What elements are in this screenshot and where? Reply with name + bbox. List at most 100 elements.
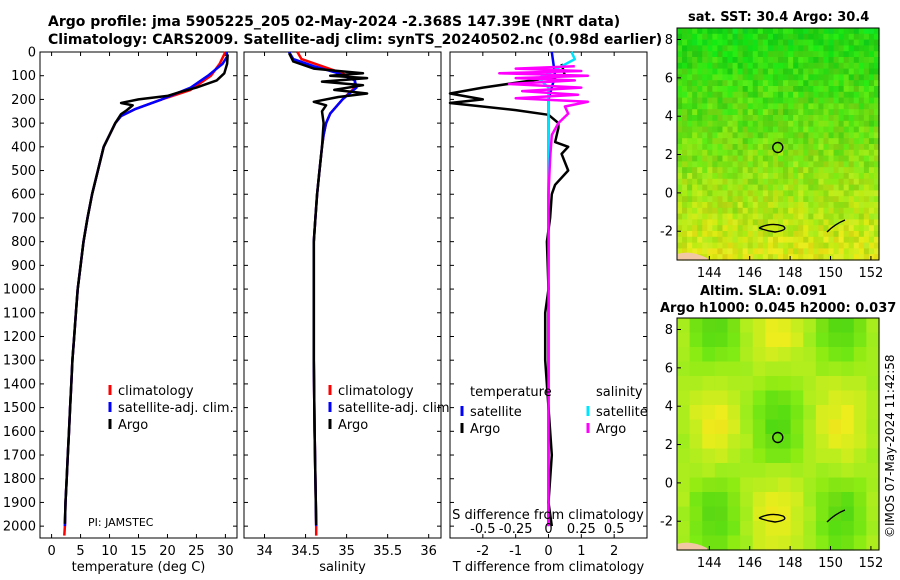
sst-map-cell xyxy=(722,97,729,104)
sst-map-cell xyxy=(793,236,799,244)
sst-map-cell xyxy=(858,219,865,226)
sst-map-cell xyxy=(858,242,865,249)
sst-map-cell xyxy=(848,242,855,249)
sla-map-frame xyxy=(676,317,880,551)
sst-map-cell xyxy=(697,103,703,110)
salinity-profile-legend-label: climatology xyxy=(338,384,414,399)
sst-map-cell xyxy=(783,51,789,58)
sst-map-cell xyxy=(848,231,855,238)
sst-map-cell xyxy=(793,33,799,41)
sst-map-cell xyxy=(848,132,855,139)
sla-map-cell xyxy=(866,390,880,406)
figure-title-line2: Climatology: CARS2009. Satellite-adj cli… xyxy=(48,32,663,48)
sst-map-cell xyxy=(742,173,749,180)
sst-map-cell xyxy=(772,149,779,157)
sst-map-cell xyxy=(747,236,754,244)
depth-tick-label: 400 xyxy=(11,140,36,155)
sla-map-cell xyxy=(677,419,691,435)
sla-map-cell xyxy=(790,376,804,392)
sst-map-cell xyxy=(833,178,840,186)
sst-map-cell xyxy=(722,231,729,238)
sst-map-cell xyxy=(798,149,804,157)
sst-map-cell xyxy=(783,178,789,186)
sst-map-cell xyxy=(697,109,703,116)
sst-map-cell xyxy=(783,236,789,244)
sla-map-cell xyxy=(740,492,754,508)
difference-legend-title: temperature xyxy=(470,385,552,400)
sst-map-cell xyxy=(828,115,835,122)
sst-map-cell xyxy=(813,161,819,168)
sst-map-cell xyxy=(813,190,819,197)
sst-map-cell xyxy=(813,144,819,151)
sst-map-cell xyxy=(823,115,830,122)
sst-map-cell xyxy=(732,242,739,249)
sst-map-cell xyxy=(803,149,809,157)
sst-map-cell xyxy=(697,161,703,168)
sst-map-cell xyxy=(702,97,708,104)
sst-map-cell xyxy=(757,155,764,162)
sla-map-cell xyxy=(803,448,817,464)
sst-map-cell xyxy=(747,138,754,145)
sst-map-cell xyxy=(732,45,739,52)
sla-map-cell xyxy=(815,318,830,334)
sla-map-cell xyxy=(853,477,867,493)
sst-map-cell xyxy=(823,173,830,180)
sst-map-cell xyxy=(757,242,764,249)
sst-map-cell xyxy=(873,91,880,99)
sst-map-cell xyxy=(783,167,789,174)
sst-map-cell xyxy=(778,248,784,255)
sst-map-cell xyxy=(722,28,729,35)
sst-map-xtick-label: 144 xyxy=(697,266,722,281)
sst-map-cell xyxy=(798,109,804,116)
sst-map-cell xyxy=(868,231,875,238)
sst-map-cell xyxy=(697,68,703,75)
sst-map-cell xyxy=(803,68,809,75)
sst-map-cell xyxy=(858,248,865,255)
sla-map-cell xyxy=(740,535,754,551)
sst-map-cell xyxy=(687,109,693,116)
sst-map-cell xyxy=(813,202,819,209)
sst-map-cell xyxy=(732,97,739,104)
sla-map-cell xyxy=(803,477,817,493)
depth-tick-label: 900 xyxy=(11,259,36,274)
sst-map-cell xyxy=(707,219,713,226)
sst-map-cell xyxy=(848,45,855,52)
sla-map-cell xyxy=(702,318,716,334)
sst-map-cell xyxy=(833,115,840,122)
sst-map-cell xyxy=(838,167,845,174)
sst-map-cell xyxy=(813,167,819,174)
sst-map-cell xyxy=(793,28,799,35)
sst-map-cell xyxy=(873,39,880,46)
sst-map-cell xyxy=(828,254,835,261)
sst-map-cell xyxy=(778,225,784,232)
sla-map-cell xyxy=(778,506,792,522)
sst-map-cell xyxy=(732,138,739,145)
sst-map-cell xyxy=(843,39,850,46)
sla-map-cell xyxy=(866,405,880,421)
sst-map-cell xyxy=(868,120,875,128)
sst-map-cell xyxy=(742,33,749,41)
sst-map-cell xyxy=(707,51,713,58)
sst-map-cell xyxy=(833,39,840,46)
sst-map-cell xyxy=(682,236,688,244)
sst-map-cell xyxy=(692,219,698,226)
sla-map-xtick-label: 150 xyxy=(818,556,843,571)
sst-map-cell xyxy=(687,132,693,139)
sst-map-cell xyxy=(767,190,774,197)
sst-map-cell xyxy=(707,97,713,104)
sst-map-cell xyxy=(798,242,804,249)
sst-map-cell xyxy=(717,120,724,128)
sst-map-cell xyxy=(697,51,703,58)
sst-map-cell xyxy=(783,173,789,180)
sst-map-cell xyxy=(873,62,880,70)
difference-s-tick-label: 0 xyxy=(544,522,552,537)
sst-map-cell xyxy=(798,213,804,220)
sst-map-cell xyxy=(692,57,698,64)
sst-map-cell xyxy=(798,33,804,41)
sst-map-cell xyxy=(833,219,840,226)
sst-map-cell xyxy=(727,236,734,244)
sst-map-cell xyxy=(818,190,825,197)
sst-map-cell xyxy=(707,161,713,168)
sst-map-cell xyxy=(818,51,825,58)
difference-s-tick-label: -0.5 xyxy=(470,522,495,537)
